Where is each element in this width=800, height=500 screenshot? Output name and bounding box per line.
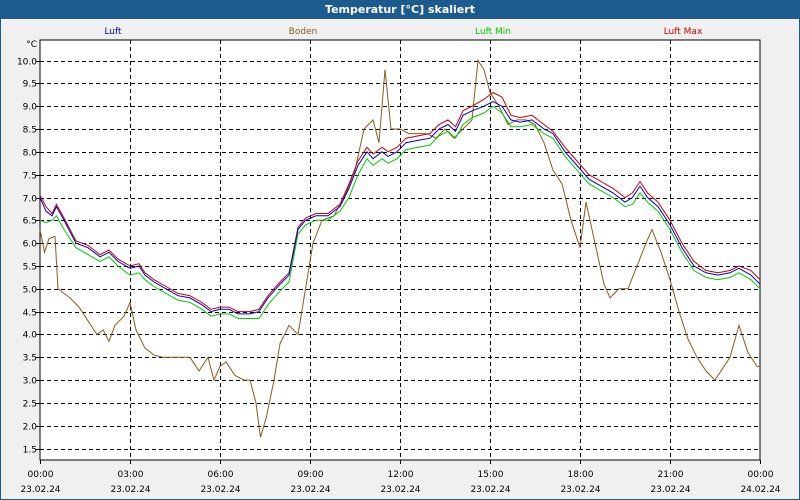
y-tick-label: 4.0 <box>23 331 38 341</box>
series-line-luft <box>39 101 761 315</box>
series-line-luft-min <box>39 105 761 319</box>
y-tick-label: 3.0 <box>23 377 38 387</box>
x-tick-time: 00:00 <box>748 470 774 480</box>
y-tick-label: 2.0 <box>23 423 38 433</box>
y-tick-label: 9.0 <box>23 103 38 113</box>
legend-item: Luft Max <box>664 27 703 37</box>
series-lines <box>39 59 761 438</box>
x-tick-date: 24.02.24 <box>740 485 780 495</box>
y-tick-label: 10.0 <box>17 58 37 68</box>
x-tick-date: 23.02.24 <box>380 485 420 495</box>
y-tick-label: 7.0 <box>23 195 38 205</box>
x-tick-time: 00:00 <box>28 470 54 480</box>
x-tick-date: 23.02.24 <box>560 485 600 495</box>
x-tick-date: 23.02.24 <box>110 485 150 495</box>
y-tick-label: 6.5 <box>23 217 37 227</box>
y-tick-label: 8.5 <box>23 126 37 136</box>
x-tick-date: 23.02.24 <box>290 485 330 495</box>
x-tick-date: 23.02.24 <box>650 485 690 495</box>
x-tick-time: 12:00 <box>388 470 414 480</box>
y-tick-label: 4.5 <box>23 309 37 319</box>
y-tick-label: 5.0 <box>23 286 38 296</box>
x-tick-date: 23.02.24 <box>20 485 60 495</box>
y-axis: 1.5 2.0 2.5 3.0 3.5 4.0 4.5 5.0 5.5 6.0 6.5 7.0 7.5 8… <box>17 40 40 456</box>
y-tick-label: 6.0 <box>23 240 38 250</box>
x-tick-date: 23.02.24 <box>200 485 240 495</box>
y-axis-unit: °C <box>26 40 37 50</box>
legend-item: Luft <box>104 27 122 37</box>
series-line-luft-max <box>39 91 761 313</box>
legend: Luft Boden Luft Min Luft Max <box>104 27 703 37</box>
x-tick-time: 15:00 <box>478 470 504 480</box>
y-tick-label: 9.5 <box>23 80 37 90</box>
x-tick-time: 06:00 <box>208 470 234 480</box>
y-tick-label: 3.5 <box>23 354 37 364</box>
y-tick-label: 7.5 <box>23 172 37 182</box>
x-tick-time: 03:00 <box>118 470 144 480</box>
y-tick-label: 8.0 <box>23 149 38 159</box>
x-tick-time: 09:00 <box>298 470 324 480</box>
chart-title: Temperatur [°C] skaliert <box>0 0 800 19</box>
x-tick-date: 23.02.24 <box>470 485 510 495</box>
y-tick-label: 5.5 <box>23 263 37 273</box>
y-tick-label: 1.5 <box>23 446 37 456</box>
series-line-boden <box>39 59 760 438</box>
x-axis: 00:00 23.02.24 03:00 23.02.24 06:00 23.02.24 0… <box>20 460 781 495</box>
x-tick-time: 18:00 <box>568 470 594 480</box>
x-tick-time: 21:00 <box>658 470 684 480</box>
legend-item: Boden <box>289 27 318 37</box>
y-tick-label: 2.5 <box>23 400 37 410</box>
legend-item: Luft Min <box>475 27 511 37</box>
